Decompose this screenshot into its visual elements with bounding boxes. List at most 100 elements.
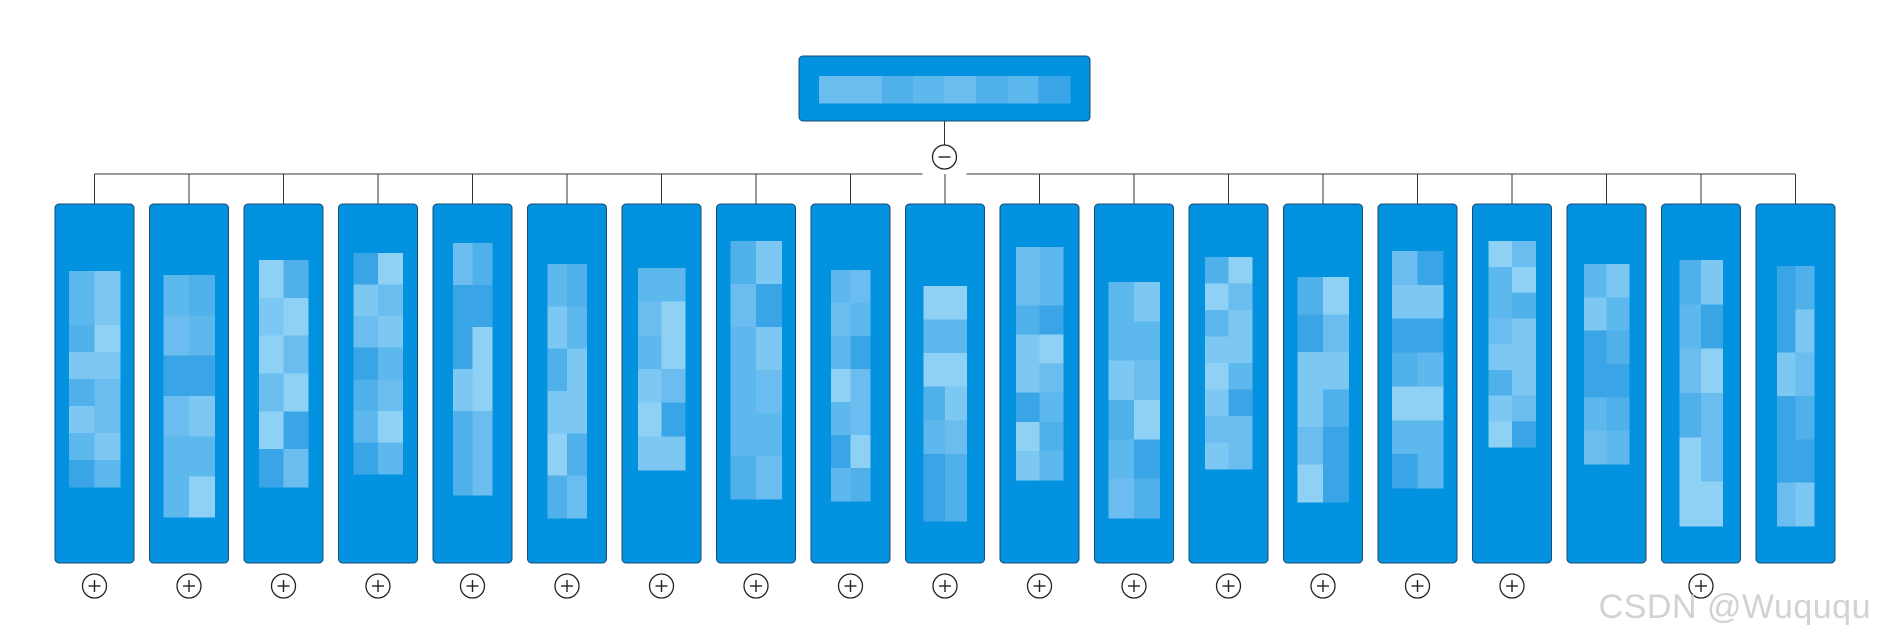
redacted-pixel	[283, 260, 309, 299]
redacted-pixel	[1228, 283, 1253, 311]
redacted-pixel	[472, 285, 493, 328]
expand-plus-icon[interactable]	[1499, 573, 1525, 599]
redacted-pixel	[94, 433, 121, 461]
redacted-pixel	[567, 433, 587, 477]
child-node[interactable]	[1283, 203, 1363, 564]
redacted-pixel	[1679, 260, 1702, 305]
redacted-pixel	[353, 316, 379, 349]
redacted-pixel	[730, 456, 757, 500]
redacted-pixel	[1488, 241, 1513, 268]
expand-plus-icon[interactable]	[648, 573, 675, 599]
redacted-pixel	[472, 243, 493, 286]
child-node[interactable]	[1755, 203, 1836, 564]
redacted-pixel	[850, 402, 871, 436]
redacted-pixel	[1584, 330, 1607, 365]
redacted-pixel	[547, 475, 568, 519]
redacted-pixel	[69, 406, 95, 434]
redacted-pixel	[567, 348, 587, 392]
redacted-pixel	[283, 335, 309, 374]
redacted-pixel	[923, 487, 946, 522]
expand-plus-icon[interactable]	[1310, 573, 1336, 599]
redacted-pixel	[945, 453, 967, 488]
redacted-pixel	[923, 286, 946, 321]
child-node[interactable]	[527, 203, 607, 564]
redacted-pixel	[730, 413, 757, 457]
redacted-pixel	[1205, 363, 1229, 390]
expand-plus-icon[interactable]	[81, 573, 108, 599]
redacted-pixel	[1777, 352, 1796, 397]
child-label-redacted	[1205, 257, 1253, 470]
expand-plus-icon[interactable]	[1215, 573, 1242, 599]
collapse-minus-icon[interactable]	[931, 144, 958, 170]
redacted-pixel	[378, 284, 403, 317]
child-node[interactable]	[432, 203, 513, 564]
redacted-pixel	[69, 298, 95, 326]
expand-plus-icon[interactable]	[837, 573, 864, 599]
expand-plus-icon[interactable]	[365, 573, 391, 599]
redacted-pixel	[1134, 282, 1160, 322]
child-node[interactable]	[716, 203, 796, 564]
redacted-pixel	[1228, 257, 1253, 284]
redacted-pixel	[1701, 260, 1723, 305]
redacted-pixel	[378, 347, 403, 380]
redacted-pixel	[353, 253, 379, 286]
redacted-pixel	[1512, 266, 1536, 294]
redacted-pixel	[163, 275, 190, 316]
expand-plus-icon[interactable]	[176, 573, 202, 599]
child-node[interactable]	[999, 203, 1080, 564]
expand-plus-icon[interactable]	[1026, 573, 1053, 599]
redacted-pixel	[1016, 276, 1040, 306]
redacted-pixel	[1039, 334, 1064, 364]
child-node[interactable]	[1566, 203, 1647, 564]
child-node[interactable]	[1661, 203, 1741, 564]
redacted-pixel	[283, 411, 309, 450]
redacted-pixel	[1795, 396, 1815, 440]
child-node[interactable]	[621, 203, 702, 564]
redacted-pixel	[94, 379, 121, 407]
redacted-pixel	[1606, 264, 1630, 298]
child-node[interactable]	[54, 203, 135, 564]
redacted-pixel	[945, 319, 967, 354]
child-node[interactable]	[1188, 203, 1269, 564]
root-node[interactable]	[798, 55, 1091, 122]
child-node[interactable]	[1094, 203, 1174, 564]
redacted-pixel	[1392, 284, 1418, 320]
expand-plus-icon[interactable]	[1688, 573, 1714, 599]
expand-plus-icon[interactable]	[1121, 573, 1147, 599]
redacted-pixel	[1039, 392, 1064, 423]
redacted-pixel	[638, 436, 662, 471]
redacted-pixel	[831, 402, 851, 436]
child-label-redacted	[1108, 282, 1160, 519]
expand-plus-icon[interactable]	[1404, 573, 1431, 599]
redacted-pixel	[1777, 266, 1796, 310]
child-node[interactable]	[810, 203, 891, 564]
child-node[interactable]	[905, 203, 985, 564]
child-node[interactable]	[1377, 203, 1458, 564]
redacted-pixel	[453, 285, 473, 328]
expand-plus-icon[interactable]	[459, 573, 486, 599]
expand-plus-icon[interactable]	[270, 573, 297, 599]
redacted-pixel	[756, 413, 782, 457]
redacted-pixel	[1205, 310, 1229, 337]
expand-plus-icon[interactable]	[743, 573, 769, 599]
redacted-pixel	[567, 264, 587, 307]
redacted-pixel	[1323, 464, 1349, 503]
redacted-pixel	[1205, 257, 1229, 284]
redacted-pixel	[1679, 393, 1702, 438]
redacted-pixel	[1205, 442, 1229, 470]
child-label-redacted	[1016, 247, 1064, 481]
expand-plus-icon[interactable]	[932, 573, 958, 599]
redacted-pixel	[353, 284, 379, 317]
node-layer	[54, 55, 1836, 564]
child-node[interactable]	[149, 203, 229, 564]
child-node[interactable]	[1472, 203, 1552, 564]
redacted-pixel	[1584, 364, 1607, 398]
redacted-pixel	[1016, 392, 1040, 423]
child-label-redacted	[1679, 260, 1723, 527]
redacted-pixel	[944, 76, 977, 104]
child-node[interactable]	[338, 203, 418, 564]
child-node[interactable]	[243, 203, 324, 564]
expand-plus-icon[interactable]	[554, 573, 580, 599]
redacted-pixel	[1205, 336, 1229, 364]
